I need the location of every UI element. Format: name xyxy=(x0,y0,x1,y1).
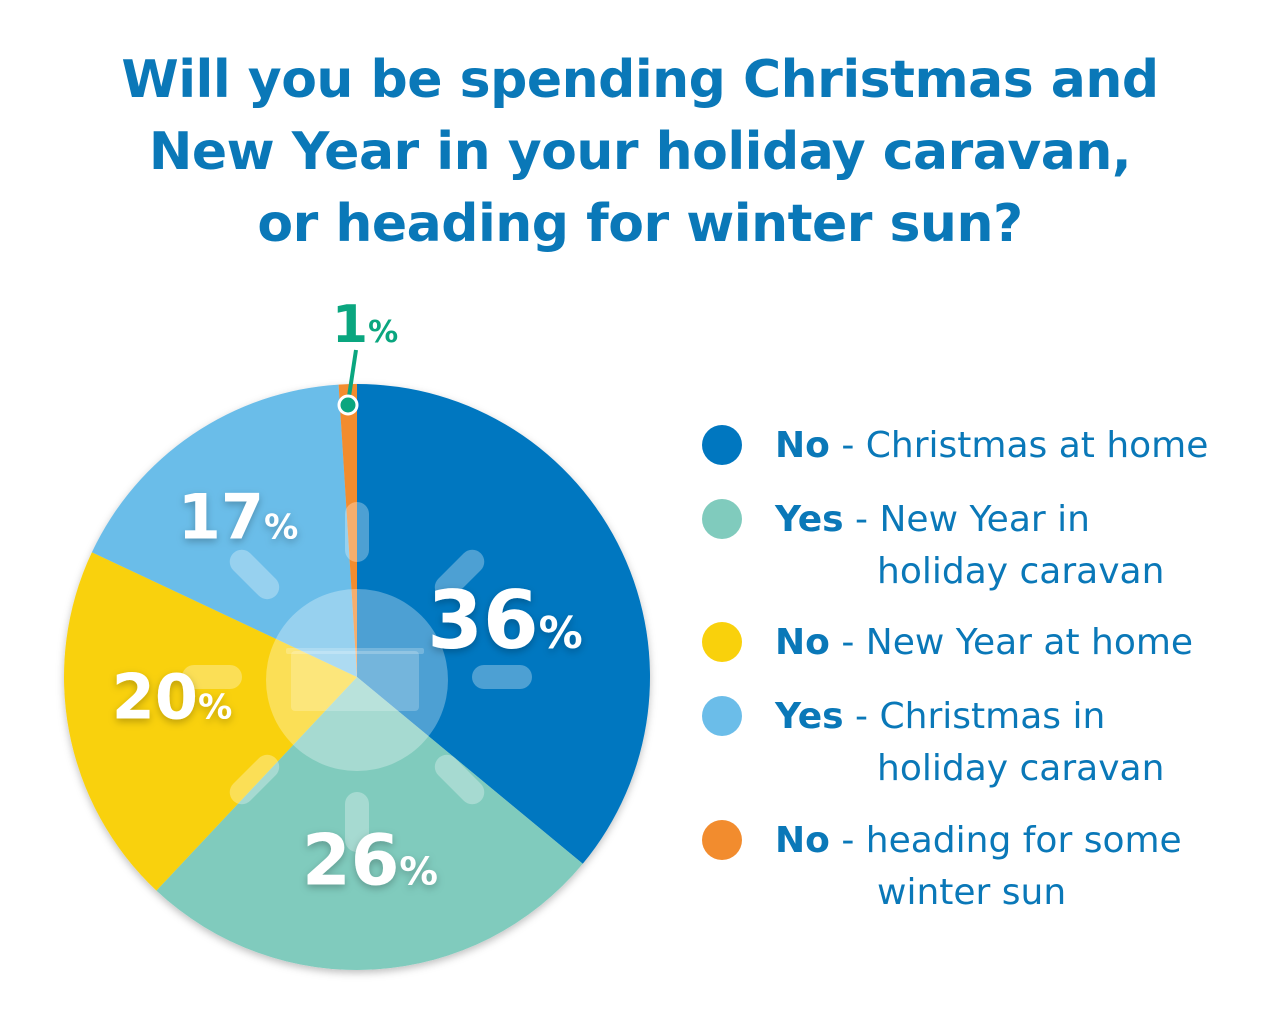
pie-slice xyxy=(357,384,650,864)
legend-label: Christmas in xyxy=(879,696,1106,737)
legend-sep: - xyxy=(843,499,880,540)
legend-answer: Yes xyxy=(775,499,844,540)
caravan-icon xyxy=(286,648,424,711)
callout-dot xyxy=(337,394,359,416)
legend-label-line2: winter sun xyxy=(877,872,1067,913)
title-line-1: Will you be spending Christmas and xyxy=(121,50,1159,110)
pie-slice xyxy=(91,384,357,677)
legend-label: heading for some xyxy=(865,820,1182,861)
title-line-3: or heading for winter sun? xyxy=(257,194,1023,254)
sun-caravan-icon xyxy=(182,502,532,852)
slice-label: 1% xyxy=(332,295,398,355)
legend-sep: - xyxy=(843,696,880,737)
legend-answer: No xyxy=(775,820,830,861)
legend-dot xyxy=(702,499,742,539)
legend-label: Christmas at home xyxy=(865,425,1209,466)
title-line-2: New Year in your holiday caravan, xyxy=(148,122,1132,182)
pie-slice xyxy=(64,552,357,891)
pie-slice xyxy=(156,677,583,971)
slice-label: 26% xyxy=(302,820,438,902)
legend-label-line2: holiday caravan xyxy=(877,551,1165,592)
legend-label: New Year at home xyxy=(865,622,1194,663)
legend-dot xyxy=(702,696,742,736)
legend-label: New Year in xyxy=(879,499,1090,540)
legend-sep: - xyxy=(829,425,866,466)
callout-line xyxy=(346,349,358,404)
legend-answer: Yes xyxy=(775,696,844,737)
legend-answer: No xyxy=(775,425,830,466)
chart-title: Will you be spending Christmas and New Y… xyxy=(0,44,1280,260)
legend-sep: - xyxy=(829,622,866,663)
legend-sep: - xyxy=(829,820,866,861)
pie-slice xyxy=(338,384,357,677)
legend-label-line2: holiday caravan xyxy=(877,748,1165,789)
legend-dot xyxy=(702,622,742,662)
legend-dot xyxy=(702,820,742,860)
legend-answer: No xyxy=(775,622,830,663)
legend-dot xyxy=(702,425,742,465)
